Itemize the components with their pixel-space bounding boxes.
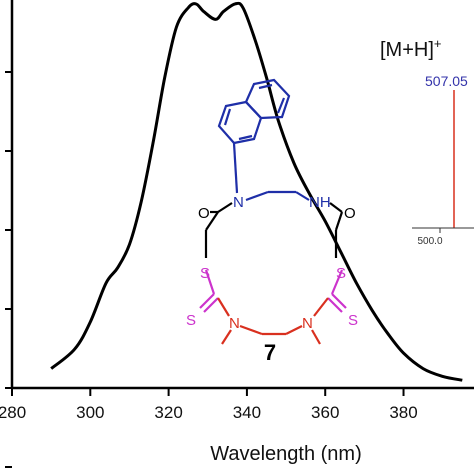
x-tick-label-380: 380 — [389, 403, 417, 422]
diamine-linker — [217, 297, 329, 345]
naph-double-bond-4 — [276, 97, 286, 114]
spectrum-line-0 — [50, 1, 463, 382]
n-carbonyl-bond-left — [217, 202, 233, 213]
s-left-bond — [204, 269, 216, 295]
axes — [10, 0, 474, 390]
n-ch2-bond — [245, 190, 269, 202]
atom-n-naphthyl: N — [233, 194, 244, 211]
ch2-n-right — [285, 325, 303, 335]
cn-right-bond — [313, 297, 329, 317]
atom-s-thione-right: S — [348, 312, 358, 329]
x-tick-label-320: 320 — [154, 403, 182, 422]
naph-double-bond-1 — [223, 108, 232, 126]
cs-thione-right — [331, 293, 347, 309]
nh-carbonyl-bond-right — [329, 202, 343, 213]
cn-left-bond — [217, 297, 230, 317]
n-methyl-left — [221, 329, 232, 345]
naph-n-bond — [232, 142, 239, 194]
naphthyl-group — [217, 78, 310, 202]
ch2-nh-bond — [295, 191, 310, 201]
chemical-structure-7: N NH O O S S S S — [186, 78, 358, 365]
series-layer — [50, 1, 463, 382]
n-ch2-left — [239, 324, 263, 336]
x-axis-title: Wavelength (nm) — [210, 443, 362, 465]
dithiocarbamate-groups — [199, 269, 347, 313]
x-tick-label-300: 300 — [76, 403, 104, 422]
x-tick-label-280: 280 — [0, 403, 26, 422]
carbonyl-left-ch2 — [205, 211, 219, 231]
compound-number: 7 — [264, 340, 276, 365]
cs-thione-left-2 — [203, 297, 219, 313]
ms-peak-label: 507.05 — [425, 73, 468, 89]
amide-backbone — [204, 202, 344, 258]
x-tick-label-340: 340 — [233, 403, 261, 422]
cs-thione-right-2 — [327, 297, 343, 313]
x-axis-ticks — [11, 388, 405, 396]
ms-axis-tick-label: 500.0 — [417, 236, 442, 247]
s-right-bond — [330, 269, 344, 295]
n-methyl-right — [311, 329, 321, 345]
atom-s-right: S — [336, 265, 346, 282]
naph-double-bond-2 — [238, 134, 253, 141]
atom-nh: NH — [309, 194, 331, 211]
naphthalene-ring-right — [244, 78, 291, 120]
x-axis-tick-labels: 280 300 320 340 360 380 — [0, 403, 418, 422]
atom-o-left: O — [198, 205, 210, 222]
atom-n-me-left: N — [229, 315, 240, 332]
atom-o-right: O — [344, 205, 356, 222]
y-axis-ticks — [5, 71, 12, 468]
mass-spectrum-inset: [M+H]+ 507.05 500.0 — [380, 36, 474, 247]
cs-thione-left — [199, 293, 215, 309]
atom-n-me-right: N — [302, 315, 313, 332]
carbonyl-right-ch2 — [334, 211, 344, 231]
ms-ion-label: [M+H]+ — [380, 36, 442, 61]
atom-s-left: S — [200, 265, 210, 282]
x-tick-label-360: 360 — [311, 403, 339, 422]
naph-double-bond-3 — [258, 83, 273, 90]
ms-ion-charge: + — [434, 36, 442, 51]
atom-s-thione-left: S — [186, 312, 196, 329]
ms-ion-formula: [M+H] — [380, 39, 434, 61]
